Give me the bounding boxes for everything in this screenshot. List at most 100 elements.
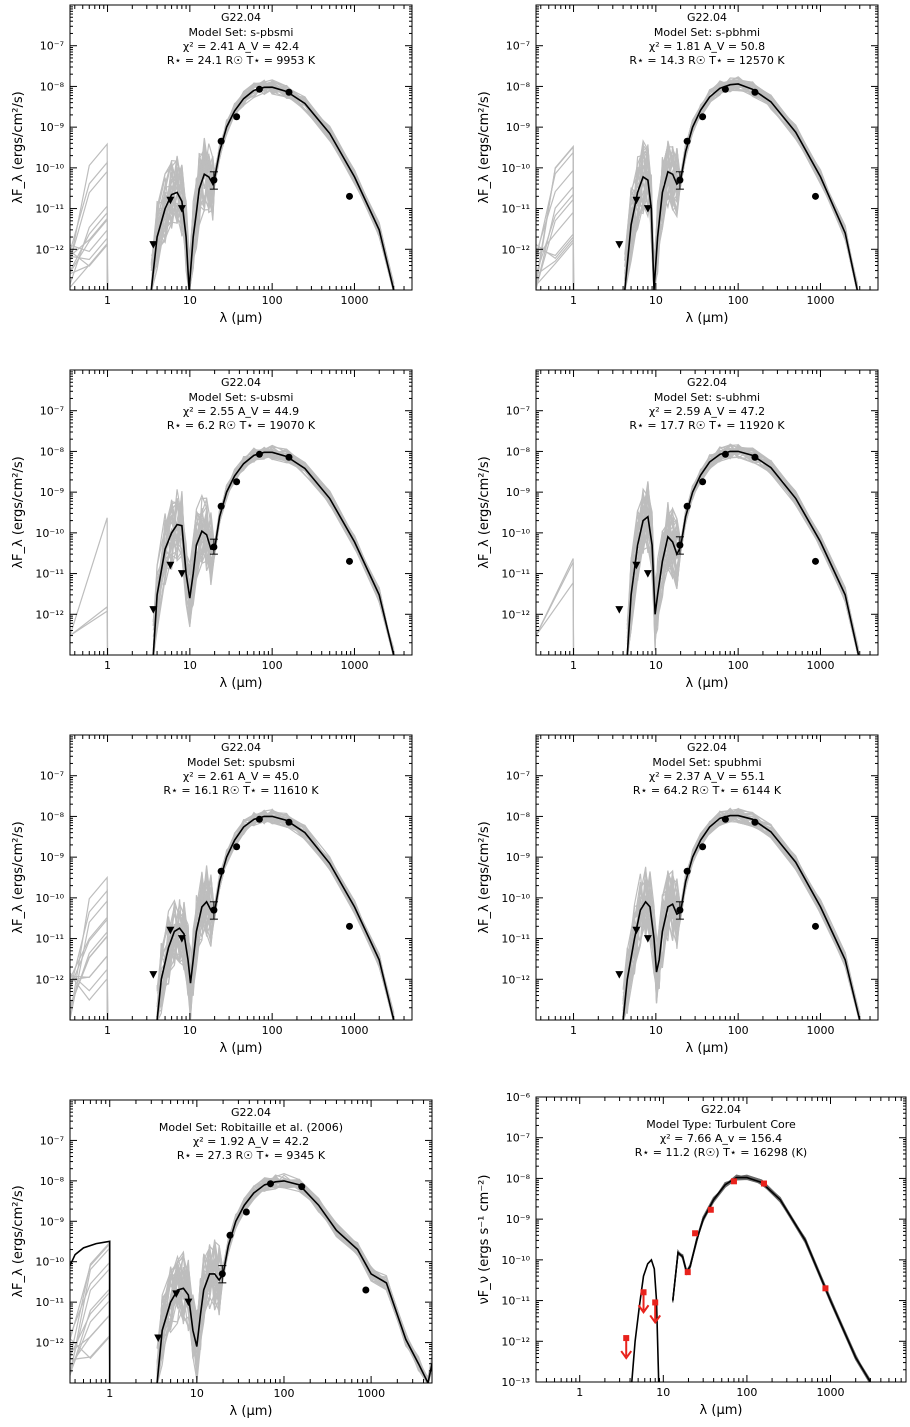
- data-point: [218, 1270, 226, 1278]
- model-curve: [152, 447, 394, 655]
- model-curve: [156, 1174, 432, 1383]
- best-fit-curve-2: [672, 1176, 872, 1382]
- y-tick-label: 10⁻⁷: [506, 405, 530, 418]
- model-curve: [622, 816, 861, 1020]
- model-curve-uv: [70, 1242, 111, 1383]
- model-curve: [156, 808, 395, 1015]
- model-curve-uv: [536, 580, 575, 655]
- model-curve-uv: [536, 150, 575, 290]
- upper-limit-point: [623, 1335, 630, 1342]
- y-tick-label: 10⁻⁸: [40, 810, 65, 823]
- model-curve: [156, 1178, 432, 1383]
- model-curve: [152, 455, 395, 655]
- model-curve: [150, 83, 395, 290]
- model-curve: [626, 446, 859, 655]
- model-curve: [623, 808, 860, 1020]
- model-curve: [622, 810, 860, 1020]
- model-curve: [624, 81, 858, 290]
- model-curve: [152, 450, 394, 655]
- model-curve: [152, 449, 395, 650]
- model-curve: [152, 446, 394, 655]
- y-tick-label: 10⁻¹²: [501, 608, 530, 621]
- model-curve: [152, 454, 394, 655]
- model-curve: [624, 76, 858, 290]
- best-fit-curve: [631, 1258, 660, 1382]
- y-axis-label: νF_ν (ergs s⁻¹ cm⁻²): [477, 1175, 492, 1305]
- model-curve: [624, 79, 858, 290]
- model-curve: [150, 84, 394, 290]
- fit-annotation: χ² = 1.92 A_V = 42.2: [193, 1135, 309, 1148]
- y-tick-label: 10⁻¹¹: [501, 203, 530, 216]
- y-tick-label: 10⁻⁹: [40, 486, 64, 499]
- model-curve: [150, 81, 395, 290]
- model-curve: [672, 1174, 870, 1382]
- model-curve: [156, 1175, 432, 1383]
- model-curve-uv: [70, 236, 109, 290]
- model-curve: [157, 814, 395, 1020]
- data-point: [210, 543, 218, 551]
- model-curve-uv: [70, 930, 109, 1020]
- x-tick-label: 100: [736, 1386, 757, 1399]
- data-point: [811, 192, 819, 200]
- data-point: [822, 1285, 829, 1292]
- fit-annotation: χ² = 7.66 A_v = 156.4: [660, 1132, 782, 1145]
- model-curve: [156, 1178, 432, 1383]
- data-point: [217, 502, 225, 510]
- model-curve: [150, 80, 395, 290]
- model-curve: [152, 446, 395, 651]
- model-curve: [150, 82, 394, 290]
- y-tick-label: 10⁻⁷: [40, 1134, 64, 1147]
- model-curve: [624, 80, 858, 290]
- model-curve: [623, 820, 860, 1020]
- y-tick-label: 10⁻⁸: [506, 810, 531, 823]
- data-point: [721, 85, 729, 93]
- model-curve: [156, 813, 395, 1020]
- model-curve: [156, 1180, 432, 1383]
- y-tick-label: 10⁻¹¹: [35, 1296, 64, 1309]
- model-curve: [622, 811, 861, 1019]
- data-point: [676, 906, 684, 914]
- y-tick-label: 10⁻¹²: [35, 243, 64, 256]
- model-curve: [156, 814, 394, 1020]
- y-tick-label: 10⁻¹⁰: [35, 527, 64, 540]
- fit-annotation: R⋆ = 64.2 R☉ T⋆ = 6144 K: [633, 784, 782, 797]
- model-curve: [626, 447, 859, 655]
- x-axis-label: λ (μm): [220, 311, 263, 326]
- x-tick-label: 1: [570, 294, 577, 307]
- model-curve: [624, 81, 858, 290]
- model-curve: [150, 79, 394, 290]
- model-curve: [152, 448, 394, 655]
- model-curve: [152, 452, 395, 655]
- fit-annotation: R⋆ = 14.3 R☉ T⋆ = 12570 K: [629, 54, 785, 67]
- model-curve: [150, 79, 395, 288]
- y-axis-label: λF_λ (ergs/cm²/s): [477, 91, 492, 203]
- y-tick-label: 10⁻¹²: [35, 1337, 64, 1350]
- model-curve: [152, 449, 395, 652]
- model-curve: [150, 82, 394, 290]
- model-curve: [156, 1180, 432, 1379]
- plot-frame: [535, 1096, 907, 1383]
- model-curve-uv: [70, 954, 109, 1020]
- model-curve: [156, 1179, 432, 1383]
- model-curve: [622, 814, 860, 1020]
- model-curve: [622, 810, 860, 1020]
- model-curve: [626, 446, 859, 655]
- y-tick-label: 10⁻⁹: [40, 121, 64, 134]
- model-curve: [626, 444, 859, 655]
- model-curve: [152, 447, 395, 652]
- data-point: [266, 1180, 274, 1188]
- model-curve: [622, 808, 861, 1020]
- y-tick-label: 10⁻⁷: [40, 405, 64, 418]
- model-curve-uv: [70, 605, 109, 655]
- y-tick-label: 10⁻¹⁰: [501, 1254, 530, 1267]
- model-curve: [626, 449, 859, 655]
- x-tick-label: 10: [649, 1024, 663, 1037]
- plot-area: [70, 1173, 432, 1383]
- best-fit-curve: [150, 86, 395, 290]
- model-curve-uv: [70, 160, 109, 290]
- data-point: [811, 557, 819, 565]
- y-tick-label: 10⁻⁸: [40, 445, 65, 458]
